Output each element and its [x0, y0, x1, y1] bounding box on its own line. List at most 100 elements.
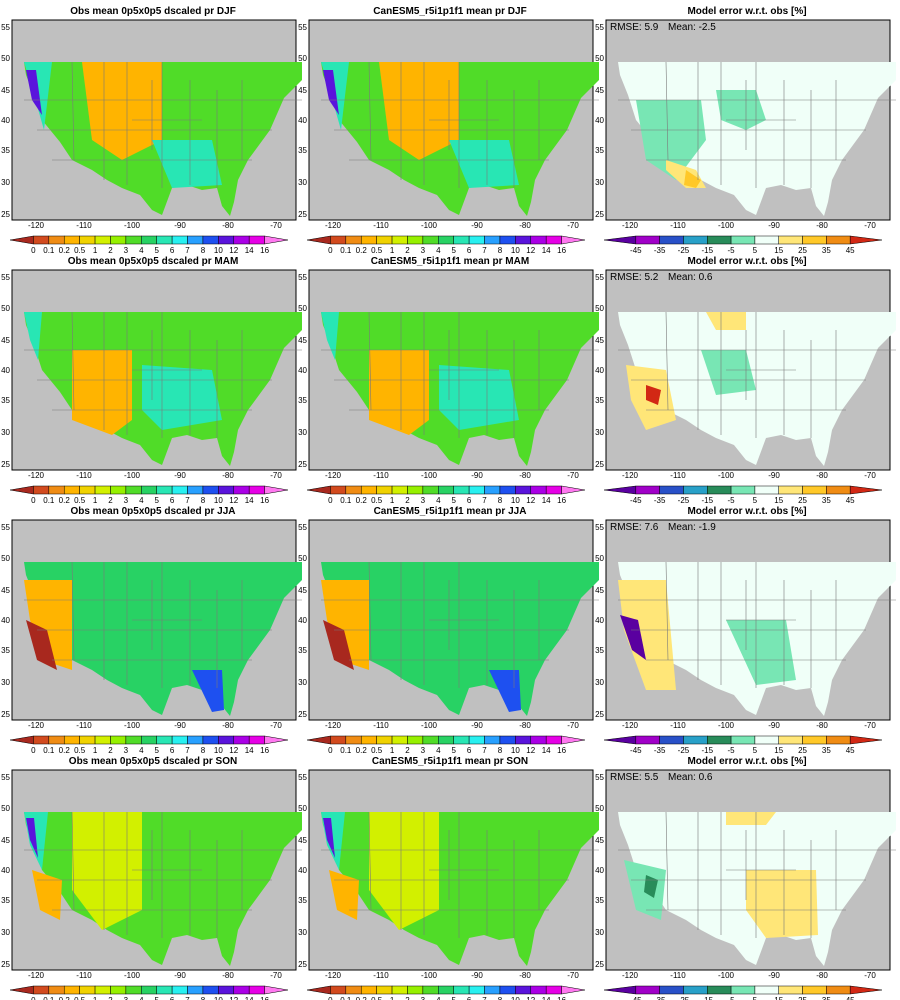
lat-tick-label: 25 [298, 960, 307, 969]
colorbar-swatch [218, 735, 235, 745]
colorbar-label: -15 [701, 496, 713, 505]
colorbar-label: -35 [654, 746, 666, 755]
colorbar-label: 2 [108, 246, 113, 255]
colorbar-swatch [754, 985, 779, 995]
colorbar-label: 3 [421, 996, 426, 1000]
lat-tick-label: 50 [298, 804, 307, 813]
colorbar-swatch [187, 485, 204, 495]
panel-error: Model error w.r.t. obs [%] RMSE: 5.2 Mea… [605, 256, 897, 471]
colorbar-swatch [635, 735, 660, 745]
colorbar-swatch [248, 235, 265, 245]
colorbar-label: 4 [139, 996, 144, 1000]
colorbar-swatch [849, 485, 883, 495]
colorbar-swatch [360, 735, 377, 745]
row-djf: Obs mean 0p5x0p5 dscaled pr DJF CanESM5_… [11, 6, 897, 221]
colorbar-label: 4 [139, 746, 144, 755]
colorbar-swatch [156, 985, 173, 995]
lon-tick-label: -90 [174, 221, 186, 230]
lon-tick-label: -100 [124, 221, 141, 230]
lat-tick-label: 25 [1, 210, 10, 219]
lat-tick-label: 45 [595, 86, 604, 95]
colorbar-label: 8 [201, 246, 206, 255]
colorbar-swatch [48, 735, 65, 745]
lat-tick-label: 35 [298, 646, 307, 655]
colorbar-label: 2 [405, 246, 410, 255]
lat-tick-label: 40 [595, 366, 604, 375]
colorbar-label: 14 [245, 246, 254, 255]
colorbar-label: 10 [511, 246, 520, 255]
colorbar-swatch [484, 735, 501, 745]
colorbar-layer: 0 0.1 0.2 0.5 1 2 3 4 5 6 7 8 10 12 14 16 0 0.1 0.2 0.5 1 2 3 4… [9, 235, 883, 1000]
panel-title: Model error w.r.t. obs [%] [687, 256, 806, 267]
colorbar-label: 0.1 [43, 496, 55, 505]
lon-tick-label: -80 [816, 721, 828, 730]
colorbar-swatch [453, 735, 470, 745]
colorbar-label: -25 [678, 996, 690, 1000]
colorbar-label: 4 [436, 746, 441, 755]
lon-tick-label: -100 [421, 971, 438, 980]
lon-tick-label: -70 [270, 221, 282, 230]
colorbar-swatch [730, 235, 756, 245]
lat-tick-label: 55 [1, 773, 10, 782]
colorbar-swatch [530, 235, 547, 245]
colorbar-swatch [438, 235, 454, 245]
colorbar-swatch [659, 985, 684, 995]
lat-tick-label: 40 [595, 116, 604, 125]
lat-tick-label: 55 [595, 773, 604, 782]
colorbar-swatch [802, 735, 827, 745]
colorbar-swatch [33, 985, 50, 995]
lat-tick-label: 55 [595, 23, 604, 32]
lon-tick-label: -110 [76, 471, 92, 480]
colorbar-swatch [125, 485, 142, 495]
lat-tick-label: 50 [1, 804, 10, 813]
colorbar-swatch [659, 235, 684, 245]
colorbar-swatch [438, 485, 454, 495]
colorbar-swatch [110, 485, 127, 495]
lon-tick-label: -120 [622, 221, 639, 230]
lat-tick-label: 30 [1, 428, 10, 437]
colorbar-label: 14 [542, 246, 551, 255]
rmse-label: RMSE: 5.9 [610, 22, 659, 33]
lat-tick-label: 35 [595, 396, 604, 405]
colorbar-swatch [707, 485, 732, 495]
lon-tick-label: -80 [222, 471, 234, 480]
colorbar-label: 1 [93, 996, 98, 1000]
colorbar-swatch [561, 985, 586, 995]
lat-tick-label: 30 [298, 178, 307, 187]
panel-model: CanESM5_r5i1p1f1 mean pr MAM [308, 256, 600, 471]
row-jja: Obs mean 0p5x0p5 dscaled pr JJA CanESM5_… [11, 506, 897, 721]
rmse-label: RMSE: 5.5 [610, 772, 659, 783]
colorbar-label: -45 [630, 746, 642, 755]
colorbar-label: 1 [390, 746, 395, 755]
colorbar-swatch [391, 235, 408, 245]
colorbar-label: 0.1 [43, 746, 55, 755]
lat-tick-label: 50 [1, 554, 10, 563]
panel-obs: Obs mean 0p5x0p5 dscaled pr MAM [11, 256, 303, 471]
colorbar-label: 2 [108, 496, 113, 505]
colorbar-swatch [407, 485, 424, 495]
colorbar-label: 6 [467, 746, 472, 755]
colorbar-label: -25 [678, 496, 690, 505]
colorbar-label: 45 [846, 996, 855, 1000]
lat-tick-label: 55 [1, 523, 10, 532]
lat-tick-label: 40 [595, 866, 604, 875]
colorbar-label: 10 [214, 996, 223, 1000]
colorbar-label: 3 [124, 246, 129, 255]
mean-label: Mean: -1.9 [668, 522, 716, 533]
lat-tick-label: 25 [298, 460, 307, 469]
lon-tick-label: -70 [270, 971, 282, 980]
lon-tick-label: -110 [76, 221, 92, 230]
colorbar-label: 6 [467, 496, 472, 505]
colorbar-swatch [141, 485, 157, 495]
lat-tick-label: 50 [595, 554, 604, 563]
colorbar-swatch [63, 485, 80, 495]
colorbar-label: 5 [451, 246, 456, 255]
colorbar-label: 0.5 [371, 746, 383, 755]
colorbar-label: 5 [753, 246, 758, 255]
colorbar-swatch [453, 235, 470, 245]
colorbar-swatch [306, 985, 331, 995]
colorbar-swatch [125, 985, 142, 995]
colorbar-swatch [171, 985, 188, 995]
